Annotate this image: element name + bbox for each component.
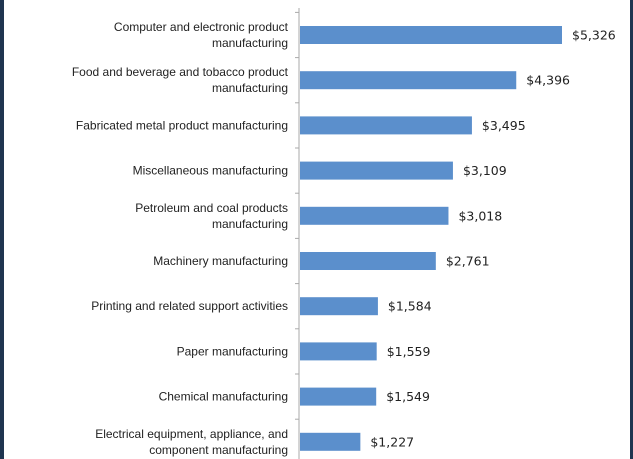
bar-5 [300,252,436,270]
value-label-2: $3,495 [482,118,526,133]
category-label-line: Electrical equipment, appliance, and [95,427,288,441]
category-label-line: manufacturing [212,36,288,50]
category-label-line: Food and beverage and tobacco product [72,65,289,79]
category-label-line: manufacturing [212,81,288,95]
value-label-9: $1,227 [370,434,414,449]
category-label-line: Miscellaneous manufacturing [133,164,288,178]
value-label-8: $1,549 [386,389,430,404]
category-label-line: Computer and electronic product [114,20,289,34]
frame-right-edge [630,0,633,459]
value-label-7: $1,559 [387,344,431,359]
bar-0 [300,26,562,44]
value-labels: $5,326 $4,396 $3,495 $3,109 $3,018 $2,761 $1,5… [370,28,615,450]
bar-8 [300,387,377,406]
category-label-4: Petroleum and coal products manufacturing [135,201,288,231]
bar-6 [300,297,378,316]
category-label-1: Food and beverage and tobacco product man… [72,65,289,95]
category-label-7: Paper manufacturing [177,344,288,358]
value-label-1: $4,396 [526,73,570,88]
bars-group [300,26,562,451]
category-label-3: Miscellaneous manufacturing [133,164,288,178]
category-label-line: Machinery manufacturing [153,254,288,268]
category-label-line: Printing and related support activities [91,299,288,313]
category-label-2: Fabricated metal product manufacturing [76,118,288,132]
bar-1 [300,71,517,90]
bar-4 [300,206,449,225]
category-ticks [295,11,299,420]
frame-left-edge [0,0,4,459]
value-label-0: $5,326 [572,28,616,43]
category-label-line: Fabricated metal product manufacturing [76,118,288,132]
category-label-5: Machinery manufacturing [153,254,288,268]
value-label-6: $1,584 [388,299,432,314]
category-label-line: component manufacturing [149,443,288,457]
category-label-line: Petroleum and coal products [135,201,288,215]
category-label-line: Paper manufacturing [177,344,288,358]
value-label-5: $2,761 [446,254,490,269]
value-label-4: $3,018 [458,208,502,223]
bar-9 [300,432,361,451]
category-label-6: Printing and related support activities [91,299,288,313]
category-label-line: Chemical manufacturing [159,390,288,404]
bar-3 [300,161,453,180]
category-label-0: Computer and electronic product manufactu… [114,20,289,50]
category-labels: Computer and electronic product manufactu… [72,20,289,457]
category-label-8: Chemical manufacturing [159,390,288,404]
category-label-9: Electrical equipment, appliance, and comp… [95,427,288,457]
value-label-3: $3,109 [463,163,507,178]
bar-2 [300,116,472,135]
bar-7 [300,342,377,361]
category-label-line: manufacturing [212,217,288,231]
